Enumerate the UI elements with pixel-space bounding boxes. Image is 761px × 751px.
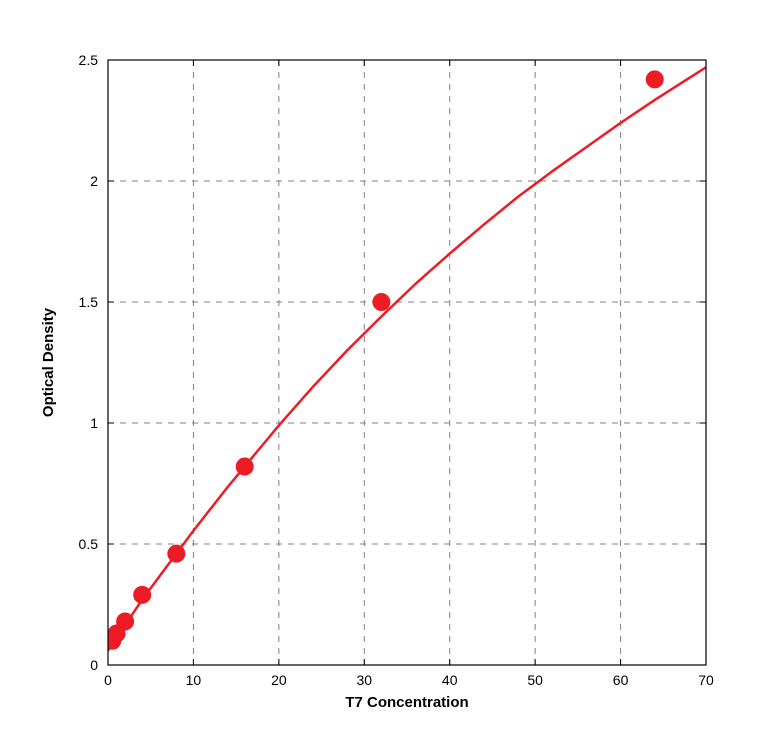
x-axis-label: T7 Concentration (345, 694, 468, 711)
y-tick-label: 0.5 (79, 536, 99, 552)
plot-area (108, 60, 706, 665)
data-point (168, 545, 185, 562)
y-tick-label: 2.5 (79, 52, 99, 68)
x-tick-label: 0 (104, 672, 112, 688)
data-point (134, 586, 151, 603)
x-tick-label: 30 (356, 672, 372, 688)
y-axis-label: Optical Density (40, 307, 57, 417)
y-tick-label: 1 (90, 415, 98, 431)
chart-container: 0 10 20 30 40 50 60 70 0 0.5 1 1.5 2 2.5 T7 Concentrat… (0, 0, 761, 751)
y-tick-label: 1.5 (79, 294, 99, 310)
x-tick-label: 40 (442, 672, 458, 688)
data-point (373, 294, 390, 311)
x-tick-label: 70 (698, 672, 714, 688)
chart-svg: 0 10 20 30 40 50 60 70 0 0.5 1 1.5 2 2.5 T7 Concentrat… (0, 0, 761, 751)
x-tick-label: 50 (527, 672, 543, 688)
data-point (646, 71, 663, 88)
y-tick-label: 2 (90, 173, 98, 189)
data-point (236, 458, 253, 475)
y-tick-label: 0 (90, 657, 98, 673)
x-tick-label: 60 (613, 672, 629, 688)
data-point (117, 613, 134, 630)
x-tick-label: 10 (186, 672, 202, 688)
x-tick-label: 20 (271, 672, 287, 688)
